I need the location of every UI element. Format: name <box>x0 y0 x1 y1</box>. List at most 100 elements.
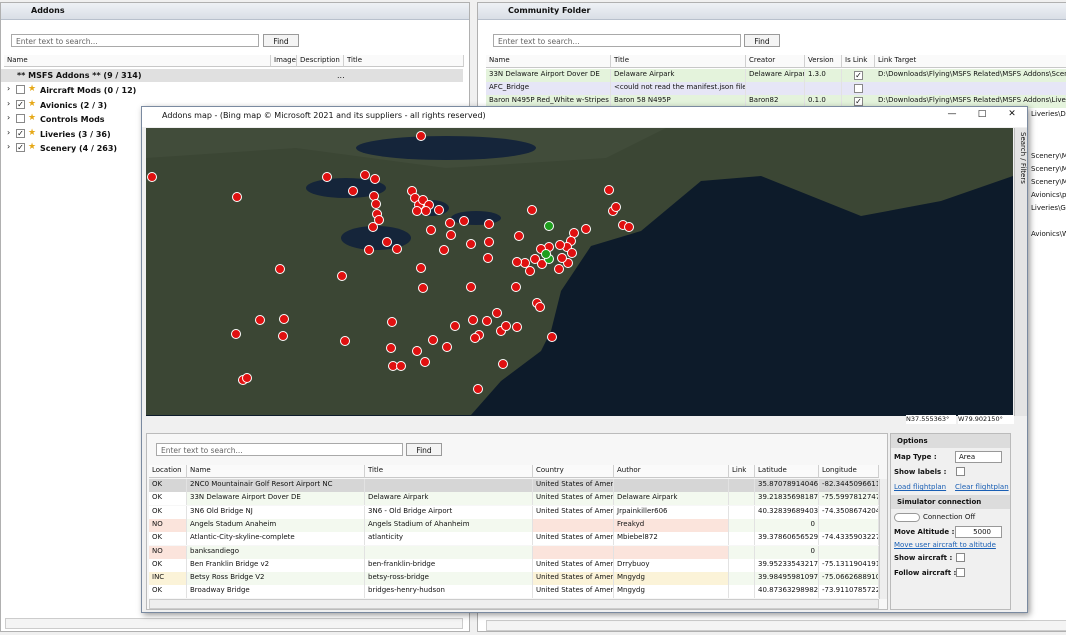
cell: 0 <box>755 545 819 559</box>
star-icon: ★ <box>28 142 37 152</box>
label: Show aircraft : <box>894 554 953 562</box>
search-input[interactable]: Enter text to search... <box>156 443 403 456</box>
cell: Delaware Airpark <box>611 69 746 82</box>
checkbox[interactable] <box>956 553 965 562</box>
row-bg <box>149 479 879 492</box>
map-marker <box>459 216 469 226</box>
map-marker <box>434 205 444 215</box>
window-control[interactable]: — <box>947 109 957 119</box>
cell <box>729 585 755 599</box>
cell: 35.8707891404629 <box>755 479 819 492</box>
find-button[interactable]: Find <box>406 443 442 456</box>
checkbox[interactable]: ✓ <box>16 99 25 109</box>
map-marker <box>484 219 494 229</box>
search-input[interactable]: Enter text to search... <box>493 34 741 47</box>
cell: OK <box>149 492 187 506</box>
number-input[interactable]: 5000 <box>955 526 1002 538</box>
expander[interactable]: › <box>7 127 11 137</box>
checkbox[interactable]: ✓ <box>854 97 863 106</box>
map-marker <box>231 329 241 339</box>
cell: <could not read the manifest.json file> <box>611 82 746 95</box>
map-marker <box>279 314 289 324</box>
cell: 0.1.0 <box>805 95 842 108</box>
link[interactable]: Load flightplan <box>894 483 947 491</box>
map-marker <box>396 361 406 371</box>
checkbox[interactable] <box>956 568 965 577</box>
cell-fragment: Scenery\Mi <box>1028 177 1066 189</box>
cell: Mngydg <box>614 572 729 586</box>
tree-item[interactable]: Controls Mods <box>40 115 105 124</box>
expander[interactable]: › <box>7 84 11 93</box>
cell: Betsy Ross Bridge V2 <box>187 572 365 586</box>
map-marker <box>511 282 521 292</box>
cell-fragment: Avionics\pm <box>1028 190 1066 202</box>
checkbox[interactable]: ✓ <box>16 128 25 138</box>
cell <box>729 545 755 559</box>
toggle[interactable] <box>894 513 920 522</box>
options-panel: Options Map Type : Area Show labels : Load f… <box>890 433 1011 610</box>
link[interactable]: Clear flightplan <box>955 483 1009 491</box>
section-title: Simulator connection <box>891 495 1010 509</box>
window-control[interactable]: □ <box>977 109 987 119</box>
checkbox[interactable]: ✓ <box>854 71 863 80</box>
tree-item[interactable]: Aircraft Mods (0 / 12) <box>40 86 137 95</box>
column-header: Description <box>297 55 344 67</box>
cell: NO <box>149 518 187 532</box>
map <box>146 128 1013 416</box>
expander[interactable]: › <box>7 142 11 151</box>
cell: OK <box>149 585 187 599</box>
tree-item[interactable]: Avionics (2 / 3) <box>40 100 108 110</box>
map-marker <box>498 359 508 369</box>
star-icon: ★ <box>28 113 37 123</box>
checkbox[interactable] <box>16 85 25 94</box>
map-marker <box>604 185 614 195</box>
cell <box>875 82 1066 95</box>
cell: 3N6 Old Bridge NJ <box>187 505 365 519</box>
checkbox[interactable] <box>16 114 25 123</box>
cell: 3N6 - Old Bridge Airport <box>365 505 533 519</box>
expander[interactable]: › <box>7 113 11 122</box>
cell: D:\Downloads\Flying\MSFS Related\MSFS Ad… <box>875 69 1066 82</box>
tree-item[interactable]: Liveries (3 / 36) <box>40 129 111 139</box>
cell: Angels Stadum Anaheim <box>187 518 365 532</box>
map-marker <box>337 271 347 281</box>
link[interactable]: Move user aircraft to altitude <box>894 541 996 549</box>
checkbox[interactable] <box>854 84 863 93</box>
row-bg <box>149 505 879 519</box>
cell <box>819 545 879 559</box>
search-input[interactable]: Enter text to search... <box>11 34 259 47</box>
longitude: W79.902150° <box>958 415 1014 424</box>
map-marker <box>392 244 402 254</box>
cell-fragment: Avionics\Wo <box>1028 229 1066 241</box>
map-marker <box>421 206 431 216</box>
tree-item[interactable]: Scenery (4 / 263) <box>40 144 118 153</box>
cell: 40.3283968940377 <box>755 505 819 519</box>
map-marker <box>483 253 493 263</box>
checkbox[interactable] <box>956 467 965 476</box>
expander[interactable]: › <box>7 98 11 108</box>
map-marker <box>360 170 370 180</box>
column-header: Title <box>611 55 746 68</box>
side-tab[interactable]: Search / Filters <box>1014 128 1027 416</box>
column-header: Version <box>805 55 842 68</box>
map-marker <box>242 373 252 383</box>
window-control[interactable]: ✕ <box>1008 109 1016 119</box>
dropdown[interactable]: Area <box>955 451 1002 463</box>
cell: Angels Stadium of Ahanheim <box>365 518 533 532</box>
map-marker <box>611 202 621 212</box>
scrollbar <box>486 620 1066 631</box>
map-canvas[interactable] <box>146 128 1013 416</box>
tree-root-title: ... <box>337 71 345 80</box>
map-marker <box>275 264 285 274</box>
checkbox[interactable]: ✓ <box>16 143 25 152</box>
cell: United States of America <box>533 532 614 546</box>
find-button[interactable]: Find <box>744 34 780 47</box>
map-marker <box>374 215 384 225</box>
map-marker <box>581 224 591 234</box>
map-marker <box>555 240 565 250</box>
map-marker <box>147 172 157 182</box>
column-header: Link Target <box>875 55 1066 68</box>
cell: D:\Downloads\Flying\MSFS Related\MSFS Ad… <box>875 95 1066 108</box>
map-marker <box>368 222 378 232</box>
find-button[interactable]: Find <box>263 34 299 47</box>
